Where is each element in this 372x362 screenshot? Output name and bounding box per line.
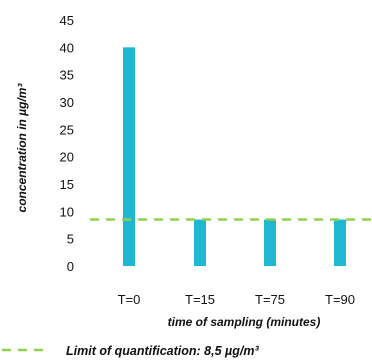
x-tick-label: T=90 (325, 292, 355, 307)
y-axis-ticks: 0 5 10 15 20 25 30 35 40 45 (60, 13, 74, 274)
bar (194, 219, 206, 266)
y-tick-label: 25 (60, 122, 74, 137)
y-tick-label: 15 (60, 177, 74, 192)
y-tick-label: 30 (60, 95, 74, 110)
x-axis-title: time of sampling (minutes) (168, 315, 321, 329)
legend-label-limit: Limit of quantification: 8,5 µg/m³ (66, 344, 259, 358)
bar (123, 47, 135, 267)
x-tick-label: T=0 (118, 292, 141, 307)
x-tick-label: T=75 (255, 292, 285, 307)
bar (334, 219, 346, 266)
x-axis-ticks: T=0 T=15 T=75 T=90 (118, 292, 355, 307)
bar (264, 219, 276, 266)
y-axis-title: concentration in µg/m³ (15, 83, 29, 213)
y-tick-label: 40 (60, 40, 74, 55)
y-tick-label: 5 (67, 232, 74, 247)
bars (123, 47, 346, 267)
y-tick-label: 35 (60, 68, 74, 83)
y-tick-label: 0 (67, 259, 74, 274)
y-tick-label: 10 (60, 204, 74, 219)
y-tick-label: 20 (60, 150, 74, 165)
x-tick-label: T=15 (185, 292, 215, 307)
y-tick-label: 45 (60, 13, 74, 28)
